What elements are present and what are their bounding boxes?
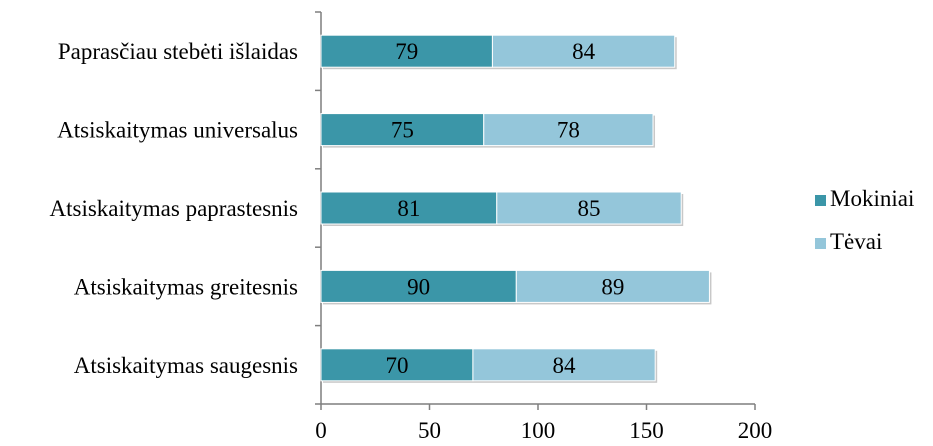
legend-swatch: [815, 238, 826, 249]
bar-value-label: 81: [397, 196, 420, 221]
category-label: Atsiskaitymas greitesnis: [74, 274, 298, 299]
bar-value-label: 78: [557, 118, 580, 143]
legend-swatch: [815, 195, 826, 206]
bar-value-label: 90: [407, 274, 430, 299]
category-label: Atsiskaitymas universalus: [57, 118, 298, 143]
x-tick-label: 100: [521, 418, 556, 443]
chart-legend: Mokiniai Tėvai: [815, 186, 914, 254]
bar-segment: [320, 113, 485, 147]
bar-segment: [515, 269, 710, 303]
bar-value-label: 89: [601, 274, 624, 299]
x-tick-label: 50: [418, 418, 441, 443]
bar-value-label: 84: [572, 39, 596, 64]
bar-value-label: 84: [553, 353, 577, 378]
x-tick-label: 200: [738, 418, 773, 443]
legend-label: Tėvai: [830, 229, 882, 254]
category-label: Atsiskaitymas paprastesnis: [50, 196, 299, 221]
bar-segment: [472, 348, 656, 382]
bar-value-label: 75: [391, 118, 414, 143]
x-tick-label: 0: [315, 418, 327, 443]
bar-value-label: 85: [577, 196, 600, 221]
bar-value-label: 79: [395, 39, 418, 64]
bar-segment: [320, 34, 493, 68]
legend-label: Mokiniai: [830, 186, 914, 211]
category-label: Paprasčiau stebėti išlaidas: [58, 39, 298, 64]
x-tick-label: 150: [629, 418, 664, 443]
bar-segment: [496, 191, 682, 225]
bar-segment: [320, 348, 474, 382]
bar-segment: [491, 34, 676, 68]
bar-value-label: 70: [385, 353, 408, 378]
x-axis-ticks: 0 50 100 150 200: [315, 404, 772, 443]
bar-segment: [483, 113, 654, 147]
category-label: Atsiskaitymas saugesnis: [74, 353, 298, 378]
chart-bars: 79 84 75 78 81 85 90 89 70 84: [320, 34, 712, 383]
category-labels: Paprasčiau stebėti išlaidas Atsiskaitymas…: [50, 39, 299, 378]
